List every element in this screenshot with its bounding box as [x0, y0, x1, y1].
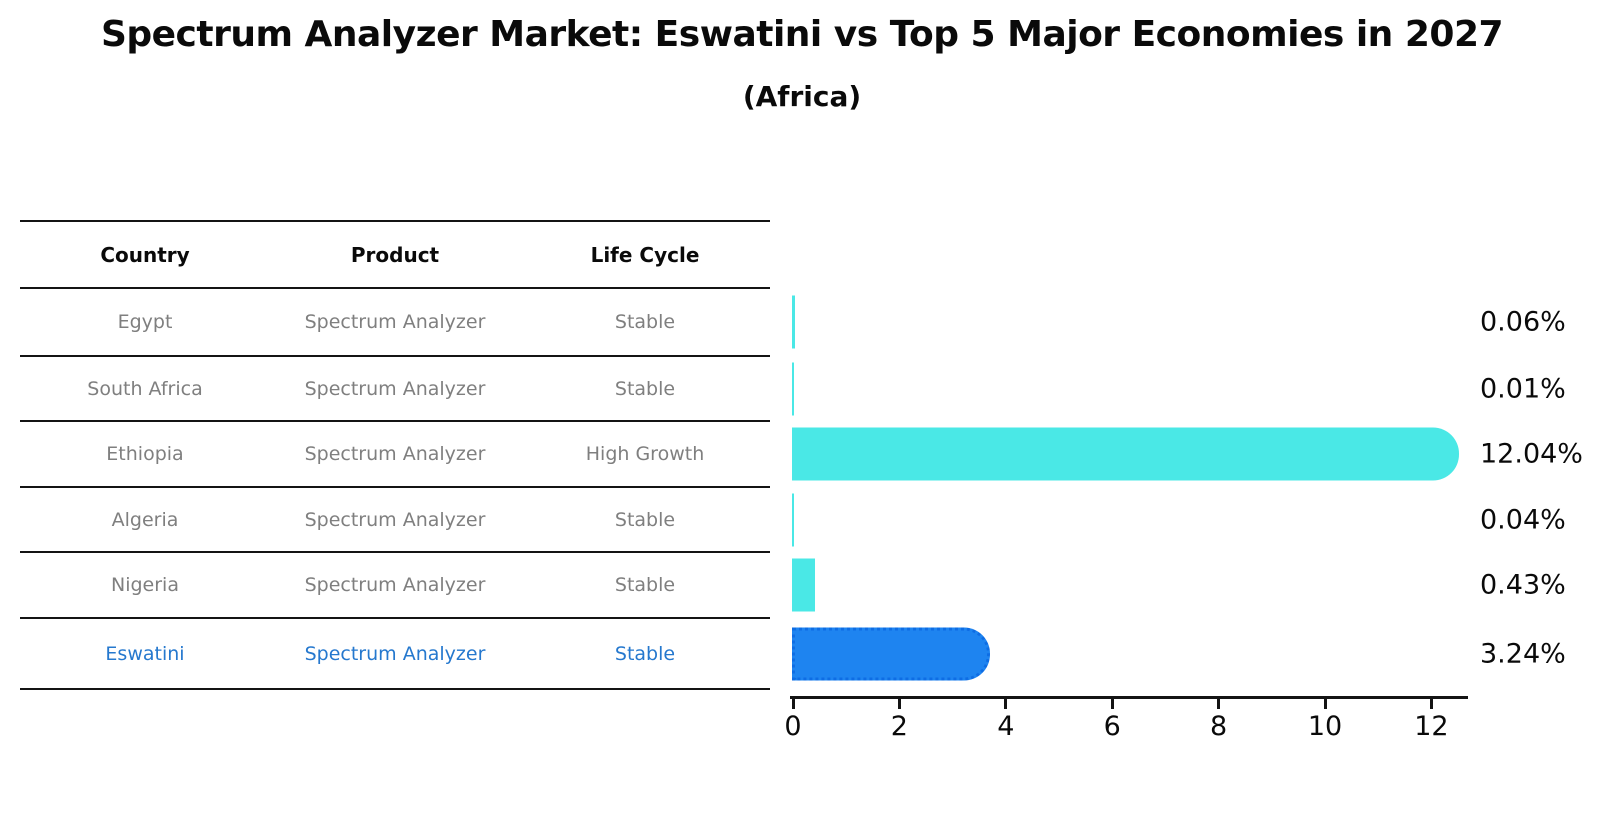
- cell-life-cycle: Stable: [614, 311, 676, 333]
- bar-value-label: 3.24%: [1480, 638, 1566, 669]
- x-axis-tick: [1110, 699, 1114, 709]
- cell-country: Eswatini: [105, 642, 185, 665]
- table-row-egypt: Egypt Spectrum Analyzer Stable 0.06%: [20, 288, 1604, 356]
- table-row-nigeria: Nigeria Spectrum Analyzer Stable 0.43%: [20, 552, 1604, 618]
- cell-life-cycle: Stable: [614, 574, 676, 596]
- table-header-lifecycle: Life Cycle: [590, 242, 700, 267]
- x-axis-tick-label: 2: [890, 711, 908, 742]
- table-rule: [20, 420, 770, 422]
- bar-zone: [770, 618, 1604, 689]
- cell-country: Egypt: [117, 311, 173, 333]
- x-axis-tick: [1004, 699, 1008, 709]
- bar-value-label: 0.01%: [1480, 373, 1566, 404]
- x-axis-line: [790, 696, 1468, 699]
- bar-zone: [770, 487, 1604, 552]
- bar-egypt: [792, 295, 796, 349]
- cell-life-cycle: Stable: [614, 642, 676, 665]
- table-rule: [20, 551, 770, 553]
- bar-nigeria: [792, 558, 815, 612]
- table-rule: [20, 617, 770, 619]
- table-rule: [20, 287, 770, 289]
- bar-value-label: 0.43%: [1480, 569, 1566, 601]
- bar-value-label: 0.06%: [1480, 306, 1566, 338]
- table-rule: [20, 688, 770, 690]
- bar-ethiopia: [792, 427, 1459, 481]
- x-axis-tick: [1429, 699, 1433, 709]
- bar-zone: [770, 356, 1604, 421]
- x-axis-tick-label: 0: [784, 711, 802, 742]
- cell-life-cycle: Stable: [614, 508, 676, 531]
- bar-eswatini: [792, 627, 991, 680]
- table-header-country: Country: [100, 242, 190, 267]
- cell-product: Spectrum Analyzer: [304, 508, 486, 531]
- cell-product: Spectrum Analyzer: [304, 311, 486, 333]
- x-axis-tick-label: 6: [1103, 711, 1121, 742]
- cell-country: South Africa: [87, 377, 203, 400]
- bar-zone: [770, 552, 1604, 618]
- table-row-south-africa: South Africa Spectrum Analyzer Stable 0.01%: [20, 356, 1604, 421]
- table-header-row: Country Product Life Cycle: [20, 221, 1604, 288]
- x-axis-tick-label: 12: [1414, 711, 1449, 742]
- cell-product: Spectrum Analyzer: [304, 642, 486, 665]
- chart-title: Spectrum Analyzer Market: Eswatini vs To…: [100, 14, 1504, 55]
- x-axis-tick: [791, 699, 795, 709]
- x-axis-tick: [1323, 699, 1327, 709]
- bar-zone: [770, 421, 1604, 487]
- table-rule: [20, 486, 770, 488]
- cell-product: Spectrum Analyzer: [304, 574, 486, 596]
- bar-zone: [770, 288, 1604, 356]
- x-axis-tick-label: 8: [1210, 711, 1228, 742]
- cell-life-cycle: Stable: [614, 377, 676, 400]
- table-rule: [20, 220, 770, 222]
- table-rule: [20, 355, 770, 357]
- chart-subtitle: (Africa): [742, 80, 862, 113]
- cell-country: Ethiopia: [106, 443, 184, 465]
- bar-value-label: 12.04%: [1480, 438, 1583, 470]
- table-header-product: Product: [350, 242, 440, 267]
- table-row-algeria: Algeria Spectrum Analyzer Stable 0.04%: [20, 487, 1604, 552]
- table-row-ethiopia: Ethiopia Spectrum Analyzer High Growth 12.0…: [20, 421, 1604, 487]
- x-axis-tick: [1217, 699, 1221, 709]
- x-axis-tick: [897, 699, 901, 709]
- x-axis-tick-label: 4: [997, 711, 1015, 742]
- x-axis-tick-label: 10: [1307, 711, 1343, 742]
- cell-country: Algeria: [111, 508, 179, 531]
- bar-south-africa: [792, 362, 794, 415]
- cell-product: Spectrum Analyzer: [304, 377, 486, 400]
- cell-product: Spectrum Analyzer: [304, 443, 486, 465]
- cell-life-cycle: High Growth: [585, 443, 705, 465]
- bar-value-label: 0.04%: [1480, 504, 1566, 535]
- table-row-eswatini: Eswatini Spectrum Analyzer Stable 3.24%: [20, 618, 1604, 689]
- bar-algeria: [792, 493, 795, 546]
- cell-country: Nigeria: [111, 574, 179, 596]
